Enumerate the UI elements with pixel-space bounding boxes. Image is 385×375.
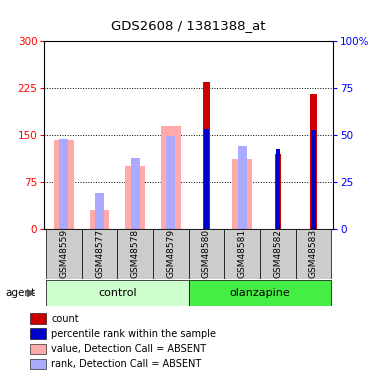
Bar [224,229,260,279]
Bar [296,229,331,279]
Bar [30,328,46,339]
Bar [126,166,145,229]
Bar [46,229,82,279]
Text: agent: agent [5,288,35,298]
Bar [46,280,189,306]
Text: GSM48580: GSM48580 [202,228,211,278]
Bar [166,136,175,229]
Text: rank, Detection Call = ABSENT: rank, Detection Call = ABSENT [52,359,202,369]
Bar [30,314,46,324]
Bar [189,229,224,279]
Text: GSM48577: GSM48577 [95,228,104,278]
Bar [54,140,74,229]
Bar [203,82,210,229]
Bar [82,229,117,279]
Bar [204,129,209,229]
Bar [117,229,153,279]
Bar [260,229,296,279]
Bar [30,358,46,369]
Text: GSM48578: GSM48578 [131,228,140,278]
Bar [276,149,280,229]
Text: value, Detection Call = ABSENT: value, Detection Call = ABSENT [52,344,207,354]
Bar [238,146,246,229]
Bar [311,130,316,229]
Bar [161,126,181,229]
Text: olanzapine: olanzapine [229,288,290,298]
Text: GSM48581: GSM48581 [238,228,247,278]
Bar [95,192,104,229]
Bar [189,280,331,306]
Text: control: control [98,288,137,298]
Bar [131,158,140,229]
Text: GDS2608 / 1381388_at: GDS2608 / 1381388_at [111,19,266,32]
Text: percentile rank within the sample: percentile rank within the sample [52,328,216,339]
Bar [232,159,252,229]
Bar [30,344,46,354]
Text: GSM48583: GSM48583 [309,228,318,278]
Bar [90,210,109,229]
Text: GSM48582: GSM48582 [273,228,282,278]
Text: ▶: ▶ [27,288,36,298]
Bar [275,154,281,229]
Text: count: count [52,314,79,324]
Text: GSM48559: GSM48559 [59,228,69,278]
Bar [59,140,69,229]
Bar [153,229,189,279]
Bar [310,94,316,229]
Text: GSM48579: GSM48579 [166,228,175,278]
